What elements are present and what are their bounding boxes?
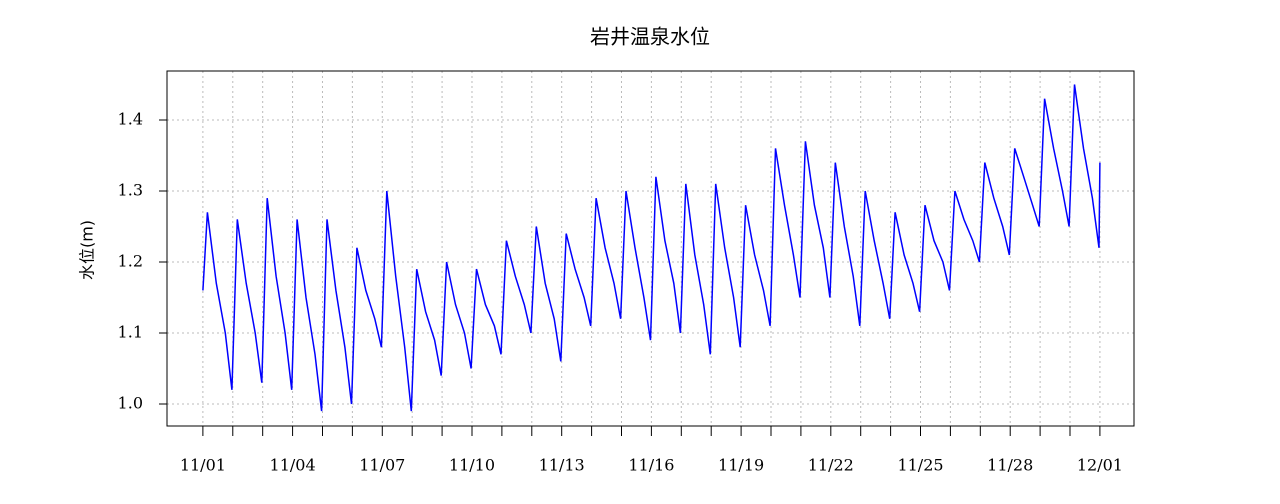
y-tick-label: 1.3 (118, 180, 143, 199)
x-tick-label: 11/28 (987, 456, 1033, 475)
x-tick-label: 11/01 (180, 456, 226, 475)
x-tick-label: 11/16 (628, 456, 674, 475)
x-tick-label: 11/07 (359, 456, 405, 475)
chart-title: 岩井温泉水位 (590, 25, 710, 49)
x-tick-label: 11/25 (897, 456, 943, 475)
x-tick-label: 11/10 (449, 456, 495, 475)
x-tick-label: 11/22 (808, 456, 854, 475)
x-tick-label: 11/19 (718, 456, 764, 475)
y-tick-label: 1.1 (118, 322, 143, 341)
data-line (202, 84, 1101, 412)
y-tick-label: 1.2 (118, 251, 143, 270)
x-tick-label: 12/01 (1077, 456, 1123, 475)
x-tick-label: 11/04 (270, 456, 316, 475)
plot-frame (166, 70, 1135, 427)
y-tick-label: 1.0 (118, 393, 143, 412)
y-tick-label: 1.4 (118, 109, 143, 128)
y-axis-label: 水位(m) (78, 220, 97, 280)
x-tick-label: 11/13 (539, 456, 585, 475)
